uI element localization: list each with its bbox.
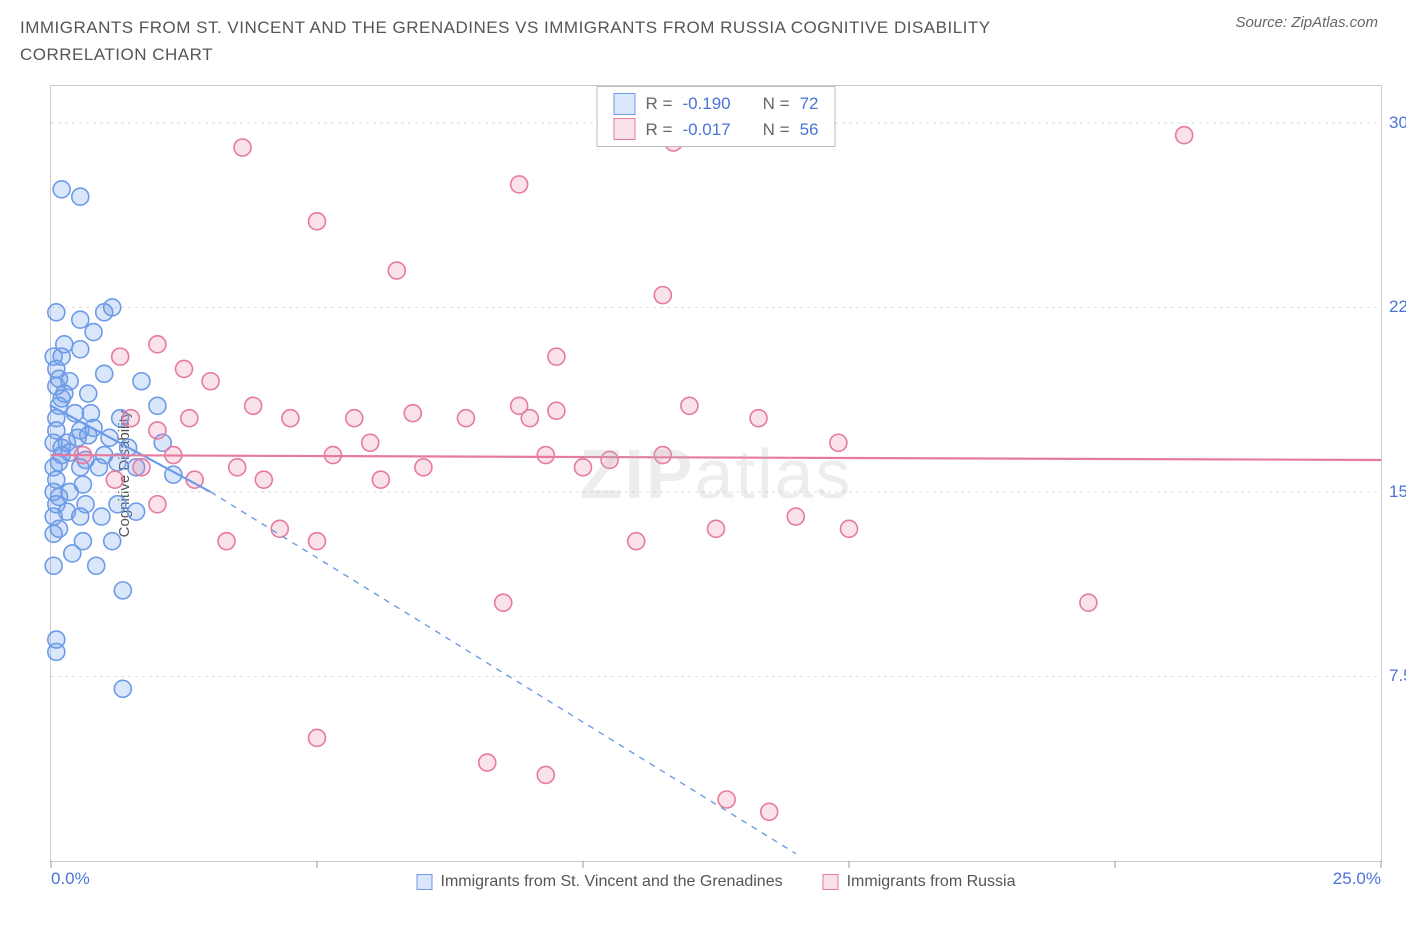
x-axis-max-label: 25.0%	[1333, 869, 1381, 889]
scatter-chart	[51, 86, 1381, 861]
y-tick-label: 22.5%	[1389, 297, 1406, 317]
series-swatch-icon	[823, 874, 839, 890]
bottom-legend: Immigrants from St. Vincent and the Gren…	[416, 873, 1015, 891]
correlation-row-2: R = -0.017 N = 56	[614, 117, 819, 143]
correlation-legend: R = -0.190 N = 72 R = -0.017 N = 56	[597, 86, 836, 147]
source-label: Source: ZipAtlas.com	[1235, 14, 1378, 31]
series-swatch-icon	[614, 93, 636, 115]
chart-area: Cognitive Disability ZIPatlas R = -0.190…	[50, 85, 1382, 862]
y-tick-label: 30.0%	[1389, 113, 1406, 133]
legend-item-2: Immigrants from Russia	[823, 873, 1016, 891]
y-tick-label: 15.0%	[1389, 482, 1406, 502]
y-tick-label: 7.5%	[1389, 666, 1406, 686]
page-title: IMMIGRANTS FROM ST. VINCENT AND THE GREN…	[20, 14, 1120, 68]
series-swatch-icon	[416, 874, 432, 890]
series-swatch-icon	[614, 118, 636, 140]
x-axis-min-label: 0.0%	[51, 869, 90, 889]
correlation-row-1: R = -0.190 N = 72	[614, 91, 819, 117]
legend-item-1: Immigrants from St. Vincent and the Gren…	[416, 873, 782, 891]
